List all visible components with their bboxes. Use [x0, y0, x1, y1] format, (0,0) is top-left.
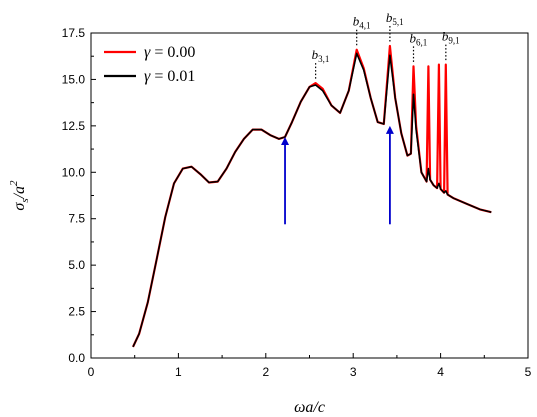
- legend-label-1: γ = 0.01: [144, 68, 195, 85]
- y-tick-label: 15.0: [62, 72, 86, 86]
- annotation-label: b5,1: [386, 10, 404, 27]
- x-tick-label: 0: [88, 365, 95, 379]
- arrow-head: [281, 137, 290, 145]
- legend-label-0: γ = 0.00: [144, 44, 195, 61]
- arrow-head: [385, 125, 394, 134]
- annotation-label: b4,1: [353, 14, 371, 31]
- x-tick-label: 1: [175, 365, 182, 379]
- x-tick-label: 3: [350, 365, 357, 379]
- x-axis-title: ωa/c: [294, 399, 325, 416]
- y-tick-label: 10.0: [62, 165, 86, 179]
- legend: γ = 0.00 γ = 0.01: [104, 44, 195, 85]
- annotation-label: b9,1: [442, 29, 460, 46]
- y-tick-label: 2.5: [68, 305, 85, 319]
- series-line-0: [132, 44, 492, 348]
- arrows: [281, 125, 394, 225]
- x-tick-label: 4: [437, 365, 444, 379]
- data-curves: [132, 44, 492, 348]
- annotation-label: b3,1: [312, 47, 330, 64]
- y-tick-label: 0.0: [68, 351, 85, 365]
- y-tick-label: 12.5: [62, 119, 86, 133]
- y-tick-label: 5.0: [68, 258, 85, 272]
- y-axis-title: σs/a2: [8, 180, 31, 211]
- peak-annotations: b3,1b4,1b5,1b6,1 b9,1: [312, 10, 460, 81]
- x-tick-label: 2: [262, 365, 269, 379]
- y-tick-label: 7.5: [68, 212, 85, 226]
- axes: 0 1 2 3 4 5 0.0 2.5 5.0 7.5 10.0 12.5 15.0 17.5: [62, 26, 532, 379]
- y-tick-label: 17.5: [62, 26, 86, 40]
- series-line-1: [132, 52, 492, 348]
- x-tick-label: 5: [525, 365, 532, 379]
